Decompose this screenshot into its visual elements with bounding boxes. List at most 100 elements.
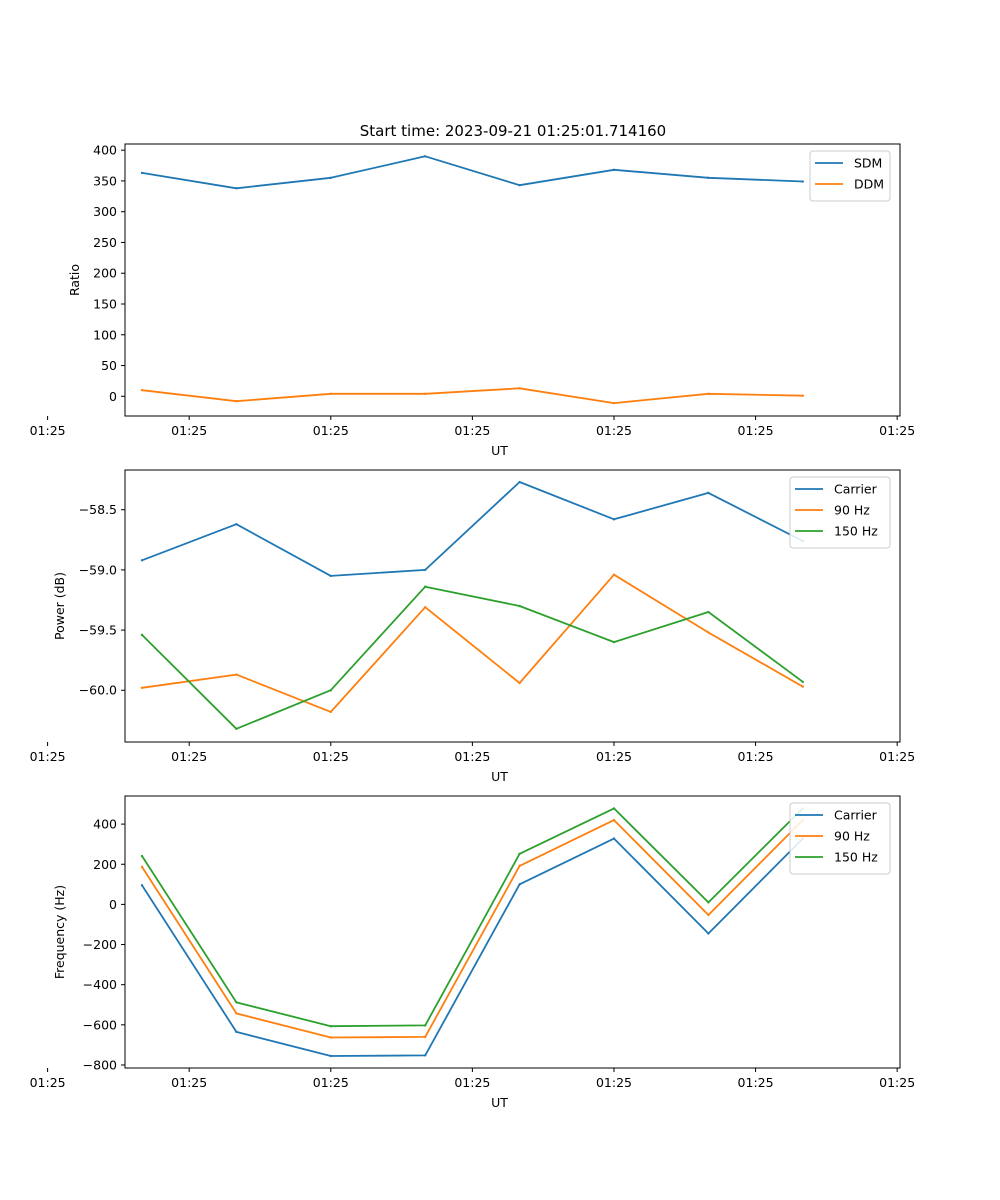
data-point-90-hz — [612, 818, 616, 822]
panels: 01:25 01:25 01:25 01:25 01:25 01:25 01:25UT050… — [30, 143, 916, 1110]
series-line-150-hz — [141, 585, 804, 730]
y-tick-label: −400 — [83, 977, 117, 992]
data-point-carrier — [329, 574, 332, 578]
x-tick-label: 01:25 — [738, 1075, 774, 1090]
y-axis-label: Frequency (Hz) — [52, 885, 67, 979]
y-tick-label: −60.0 — [79, 683, 117, 698]
data-point-90-hz — [235, 1012, 238, 1015]
y-tick-label: −58.5 — [79, 502, 117, 517]
data-point-90-hz — [801, 685, 804, 688]
data-point-90-hz — [707, 631, 710, 634]
legend-label: Carrier — [834, 808, 878, 823]
data-point-90-hz — [518, 681, 521, 685]
x-tick-label: 01:25 — [879, 749, 915, 764]
x-tick-label: 01:25 — [596, 749, 632, 764]
y-tick-label: 0 — [109, 389, 117, 404]
data-point-150-hz — [235, 727, 238, 730]
y-tick-label: −600 — [83, 1017, 117, 1032]
data-point-90-hz — [518, 864, 521, 868]
y-tick-label: 0 — [109, 897, 117, 912]
data-point-sdm — [140, 171, 144, 175]
data-point-90-hz — [235, 673, 238, 676]
series-line-90-hz — [141, 819, 804, 1039]
y-tick-label: 350 — [93, 173, 117, 188]
data-point-carrier — [140, 559, 144, 562]
axes-frame — [124, 795, 901, 1069]
legend-label: Carrier — [834, 482, 878, 497]
data-point-150-hz — [423, 1024, 427, 1027]
y-axis-label: Ratio — [67, 264, 82, 296]
data-point-sdm — [423, 155, 427, 158]
panel-1: 01:25 01:25 01:25 01:25 01:25 01:25 01:25UT050… — [30, 143, 916, 458]
y-tick-label: 200 — [93, 857, 117, 872]
y-tick-label: 100 — [93, 327, 117, 342]
y-tick-label: 400 — [93, 143, 117, 158]
data-point-150-hz — [518, 852, 521, 856]
data-point-90-hz — [140, 686, 144, 690]
data-point-ddm — [235, 400, 238, 403]
x-tick-label: 01:25 — [454, 423, 490, 438]
y-axis-label: Power (dB) — [52, 572, 67, 640]
x-axis-label: UT — [491, 1095, 508, 1110]
data-point-150-hz — [235, 1001, 238, 1004]
x-tick-label: 01:25 — [313, 423, 349, 438]
data-point-150-hz — [329, 1025, 332, 1028]
y-tick-label: 400 — [93, 817, 117, 832]
y-tick-label: 300 — [93, 204, 117, 219]
data-point-ddm — [329, 392, 332, 396]
axes-frame — [124, 469, 901, 743]
y-tick-label: −200 — [83, 937, 117, 952]
x-tick-label: 01:25 — [30, 749, 66, 764]
x-tick-label: 01:25 — [171, 1075, 207, 1090]
y-tick-label: 200 — [93, 266, 117, 281]
x-tick-label: 01:25 — [313, 749, 349, 764]
data-point-sdm — [518, 184, 521, 187]
data-point-150-hz — [423, 585, 427, 588]
x-tick-label: 01:25 — [313, 1075, 349, 1090]
data-point-ddm — [140, 388, 144, 392]
y-tick-label: 250 — [93, 235, 117, 250]
x-tick-label: 01:25 — [171, 749, 207, 764]
series-line-carrier — [141, 481, 804, 577]
x-tick-label: 01:25 — [879, 1075, 915, 1090]
data-point-150-hz — [612, 640, 616, 644]
data-point-ddm — [423, 392, 427, 396]
data-point-150-hz — [707, 610, 710, 614]
data-point-150-hz — [140, 854, 144, 858]
legend-label: 150 Hz — [834, 850, 878, 865]
data-point-sdm — [235, 187, 238, 190]
data-point-150-hz — [612, 807, 616, 810]
x-tick-label: 01:25 — [454, 1075, 490, 1090]
legend: Carrier 90 Hz 150 Hz — [789, 802, 891, 875]
x-tick-label: 01:25 — [596, 423, 632, 438]
x-tick-label: 01:25 — [171, 423, 207, 438]
data-point-90-hz — [329, 1036, 332, 1039]
data-point-90-hz — [612, 573, 616, 576]
x-axis-label: UT — [491, 443, 508, 458]
data-point-ddm — [518, 387, 521, 390]
data-point-carrier — [518, 480, 521, 484]
x-tick-label: 01:25 — [738, 749, 774, 764]
x-tick-label: 01:25 — [596, 1075, 632, 1090]
data-point-150-hz — [518, 604, 521, 608]
x-tick-label: 01:25 — [454, 749, 490, 764]
panel-2: 01:25 01:25 01:25 01:25 01:25 01:25 01:25UT−60… — [30, 469, 915, 784]
data-point-sdm — [707, 176, 710, 180]
x-axis-label: UT — [491, 769, 508, 784]
series-line-90-hz — [141, 573, 804, 713]
series-line-150-hz — [141, 807, 804, 1028]
series-line-sdm — [141, 155, 803, 190]
legend: SDM DDM — [809, 150, 891, 202]
y-tick-label: −59.0 — [79, 562, 117, 577]
data-point-carrier — [235, 522, 238, 526]
data-point-150-hz — [140, 633, 144, 637]
data-point-carrier — [140, 884, 144, 887]
panel-3: 01:25 01:25 01:25 01:25 01:25 01:25 01:25UT−80… — [30, 795, 915, 1110]
legend-label: 90 Hz — [834, 829, 870, 844]
data-point-sdm — [801, 180, 804, 183]
data-point-carrier — [707, 491, 710, 495]
data-point-ddm — [707, 392, 710, 396]
legend: Carrier 90 Hz 150 Hz — [789, 476, 891, 549]
data-point-ddm — [801, 394, 804, 397]
